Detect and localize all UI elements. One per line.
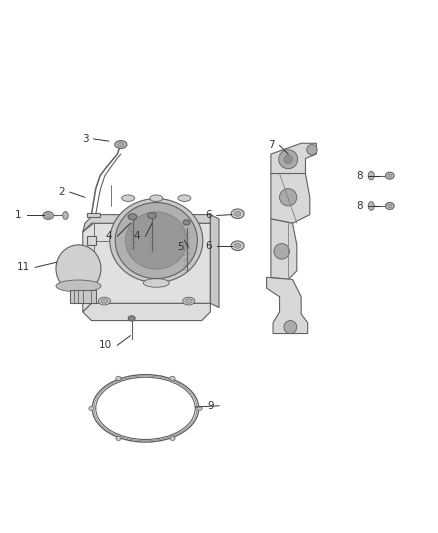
Ellipse shape [183, 297, 195, 305]
Polygon shape [271, 174, 310, 223]
Polygon shape [83, 303, 210, 320]
Text: 4: 4 [106, 231, 112, 241]
Ellipse shape [183, 220, 190, 225]
Ellipse shape [116, 436, 121, 440]
Circle shape [284, 320, 297, 334]
Ellipse shape [101, 299, 108, 303]
Text: 4: 4 [134, 231, 140, 241]
Ellipse shape [170, 376, 175, 381]
Ellipse shape [234, 243, 241, 248]
Text: 1: 1 [15, 211, 21, 221]
Polygon shape [83, 215, 210, 232]
Ellipse shape [116, 376, 121, 381]
Circle shape [279, 189, 297, 206]
Circle shape [274, 244, 290, 259]
Ellipse shape [234, 211, 241, 216]
Ellipse shape [368, 172, 374, 180]
Ellipse shape [185, 299, 192, 303]
Ellipse shape [150, 195, 163, 201]
Ellipse shape [231, 241, 244, 251]
Polygon shape [210, 215, 219, 308]
Ellipse shape [197, 406, 202, 410]
Ellipse shape [388, 204, 392, 208]
Ellipse shape [115, 203, 198, 279]
Polygon shape [267, 277, 307, 334]
Ellipse shape [178, 195, 191, 201]
Ellipse shape [385, 203, 394, 209]
Polygon shape [271, 219, 297, 279]
Text: 5: 5 [177, 242, 184, 252]
Polygon shape [87, 236, 96, 245]
Text: 10: 10 [99, 340, 112, 350]
Ellipse shape [122, 195, 134, 201]
Ellipse shape [46, 213, 51, 217]
Text: 2: 2 [58, 187, 65, 197]
Text: 8: 8 [357, 201, 363, 211]
Ellipse shape [388, 174, 392, 177]
Text: 6: 6 [205, 211, 212, 221]
Ellipse shape [115, 141, 127, 149]
Ellipse shape [125, 212, 187, 269]
Text: 7: 7 [268, 140, 274, 150]
Ellipse shape [143, 279, 169, 287]
Circle shape [307, 144, 317, 155]
Text: 6: 6 [205, 241, 212, 251]
Ellipse shape [128, 316, 135, 321]
Ellipse shape [89, 406, 94, 410]
Text: 9: 9 [207, 401, 214, 411]
Text: 3: 3 [82, 134, 88, 144]
Ellipse shape [43, 212, 53, 220]
Ellipse shape [63, 212, 68, 220]
Polygon shape [70, 290, 96, 303]
Text: 8: 8 [357, 171, 363, 181]
Ellipse shape [231, 209, 244, 219]
Ellipse shape [148, 213, 156, 219]
Polygon shape [83, 223, 210, 312]
Ellipse shape [110, 199, 203, 282]
Ellipse shape [56, 245, 101, 293]
Ellipse shape [117, 143, 124, 147]
Ellipse shape [99, 297, 110, 305]
Circle shape [279, 150, 298, 169]
Ellipse shape [128, 214, 137, 220]
Text: 11: 11 [17, 262, 30, 272]
Ellipse shape [56, 280, 101, 292]
Ellipse shape [385, 172, 394, 179]
Circle shape [284, 155, 293, 164]
Ellipse shape [368, 201, 374, 211]
Polygon shape [87, 213, 100, 217]
Polygon shape [271, 143, 316, 174]
Ellipse shape [170, 436, 175, 440]
